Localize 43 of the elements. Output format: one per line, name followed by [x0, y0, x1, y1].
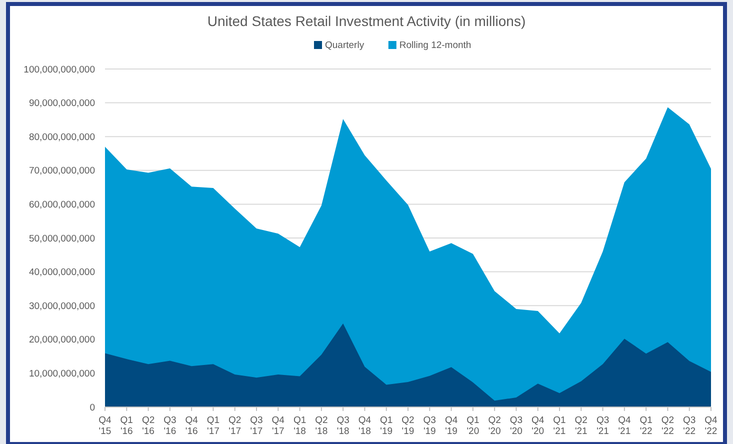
y-tick-label: 60,000,000,000 [28, 200, 95, 211]
x-tick-label: Q2 '18 [315, 415, 328, 437]
x-tick-label: Q2 '20 [488, 415, 501, 437]
x-tick-label: Q1 '16 [120, 415, 133, 437]
x-tick-label: Q2 '19 [402, 415, 414, 437]
x-tick-label: Q4 '16 [185, 415, 198, 437]
y-tick-label: 0 [90, 402, 95, 414]
legend-label: Quarterly [325, 40, 364, 51]
x-tick-label: Q1 '20 [466, 415, 480, 437]
y-tick-label: 40,000,000,000 [28, 267, 95, 278]
x-tick-label: Q4 '18 [358, 415, 372, 437]
x-tick-label: Q3 '16 [164, 415, 176, 437]
x-tick-label: Q3 '17 [250, 415, 263, 437]
x-tick-label: Q3 '22 [683, 415, 696, 437]
x-tick-label: Q4 '17 [272, 415, 284, 437]
x-tick-label: Q4 '19 [444, 415, 458, 437]
legend-label: Rolling 12-month [399, 40, 472, 51]
y-tick-label: 100,000,000,000 [24, 64, 95, 76]
x-tick-label: Q1 '21 [553, 415, 566, 437]
x-tick-label: Q2 '22 [661, 415, 674, 437]
x-tick-label: Q1 '18 [293, 415, 306, 437]
x-tick-label: Q3 '21 [596, 415, 610, 437]
y-tick-label: 80,000,000,000 [28, 132, 95, 143]
x-tick-label: Q2 '16 [142, 415, 155, 437]
x-tick-label: Q2 '17 [228, 415, 242, 437]
x-tick-label: Q4 '21 [618, 415, 631, 437]
x-tick-label: Q4 '22 [704, 415, 718, 437]
y-tick-label: 30,000,000,000 [28, 300, 95, 312]
chart-title: United States Retail Investment Activity (in millions) [207, 13, 526, 29]
x-tick-label: Q1 '17 [206, 415, 220, 437]
x-tick-label: Q1 '19 [380, 415, 393, 437]
x-tick-label: Q1 '22 [640, 415, 652, 437]
x-tick-label: Q4 '20 [532, 415, 544, 437]
x-tick-label: Q2 '21 [574, 415, 588, 437]
y-tick-label: 70,000,000,000 [28, 166, 95, 177]
x-tick-label: Q4 '15 [98, 415, 112, 437]
y-tick-label: 90,000,000,000 [28, 98, 95, 110]
x-tick-label: Q3 '18 [336, 415, 350, 437]
x-tick-label: Q3 '20 [510, 415, 523, 437]
y-tick-label: 10,000,000,000 [28, 368, 95, 380]
y-tick-label: 50,000,000,000 [28, 233, 95, 244]
x-tick-label: Q3 '19 [423, 415, 436, 437]
y-tick-label: 20,000,000,000 [28, 334, 95, 346]
